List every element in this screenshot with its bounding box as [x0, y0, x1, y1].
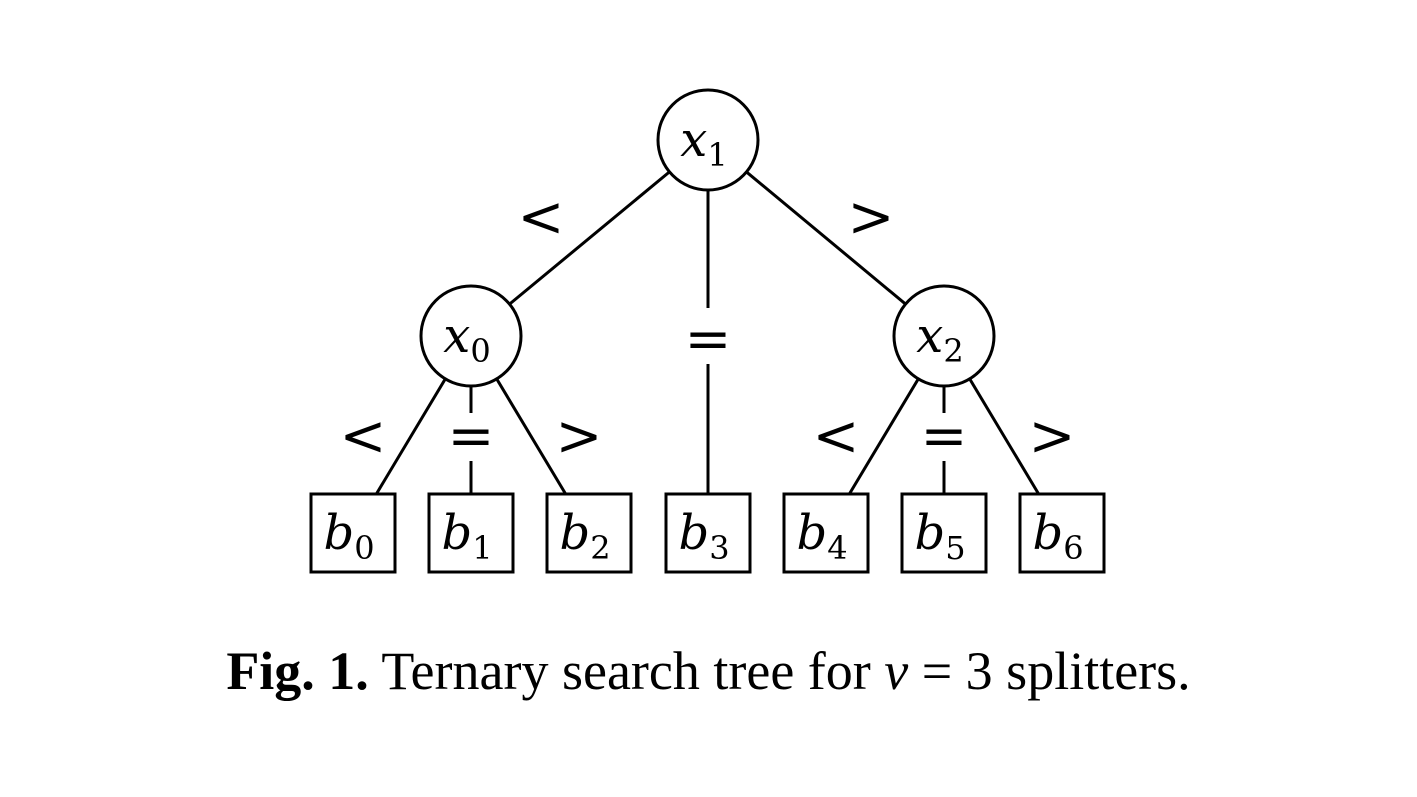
node-x1-label: x1 — [680, 112, 727, 174]
node-b2: b2 — [545, 492, 633, 574]
figure-caption: Fig. 1. Ternary search tree for v = 3 sp… — [0, 640, 1417, 702]
edge-label-x2-b5: = — [921, 404, 968, 469]
edges-layer — [375, 170, 1040, 495]
edge-x1-x2 — [745, 170, 907, 306]
node-b4-label: b4 — [796, 505, 847, 567]
node-x2: x2 — [892, 284, 996, 388]
node-b0: b0 — [309, 492, 397, 574]
node-b2-label: b2 — [559, 505, 610, 567]
edge-label-x0-b0: < — [340, 404, 387, 469]
edge-x0-b2 — [495, 378, 567, 495]
node-b4-box — [782, 492, 870, 574]
caption-variable: v — [884, 641, 909, 701]
edge-label-x0-b2: > — [556, 404, 603, 469]
edge-label-x1-b3: = — [685, 307, 732, 372]
node-x0-label: x0 — [443, 308, 490, 370]
edge-x2-b6 — [968, 378, 1040, 495]
node-b0-label: b0 — [323, 505, 374, 567]
node-b3-label: b3 — [678, 505, 729, 567]
node-b0-box — [309, 492, 397, 574]
node-b5-box — [900, 492, 988, 574]
figure-label: Fig. 1. — [226, 641, 369, 701]
node-b6: b6 — [1018, 492, 1106, 574]
node-b4: b4 — [782, 492, 870, 574]
node-b6-label: b6 — [1032, 505, 1083, 567]
node-x2-label: x2 — [916, 308, 963, 370]
node-x0: x0 — [419, 284, 523, 388]
node-b2-box — [545, 492, 633, 574]
node-b1-label: b1 — [441, 505, 492, 567]
caption-text-after: = 3 splitters. — [921, 641, 1191, 701]
node-b5: b5 — [900, 492, 988, 574]
node-x2-circle — [892, 284, 996, 388]
node-b3: b3 — [664, 492, 752, 574]
edge-x1-x0 — [508, 170, 671, 306]
edge-label-x2-b6: > — [1029, 404, 1076, 469]
node-x1-circle — [656, 88, 760, 192]
edge-label-x2-b4: < — [813, 404, 860, 469]
node-b1: b1 — [427, 492, 515, 574]
node-x0-circle — [419, 284, 523, 388]
node-b5-label: b5 — [914, 505, 965, 567]
node-b6-box — [1018, 492, 1106, 574]
caption-text-before: Ternary search tree for — [381, 641, 871, 701]
node-b3-box — [664, 492, 752, 574]
edge-label-x0-b1: = — [448, 404, 495, 469]
edge-x2-b4 — [848, 378, 920, 495]
edge-label-x1-x0: < — [518, 185, 565, 250]
edge-labels-layer: < = > < = > < = > — [340, 185, 1076, 469]
node-x1: x1 — [656, 88, 760, 192]
edge-label-x1-x2: > — [848, 185, 895, 250]
edge-x0-b0 — [375, 378, 447, 495]
node-b1-box — [427, 492, 515, 574]
nodes-layer: x1 x0 x2 b0 b1 b2 b3 b4 b5 b6 — [309, 88, 1106, 574]
